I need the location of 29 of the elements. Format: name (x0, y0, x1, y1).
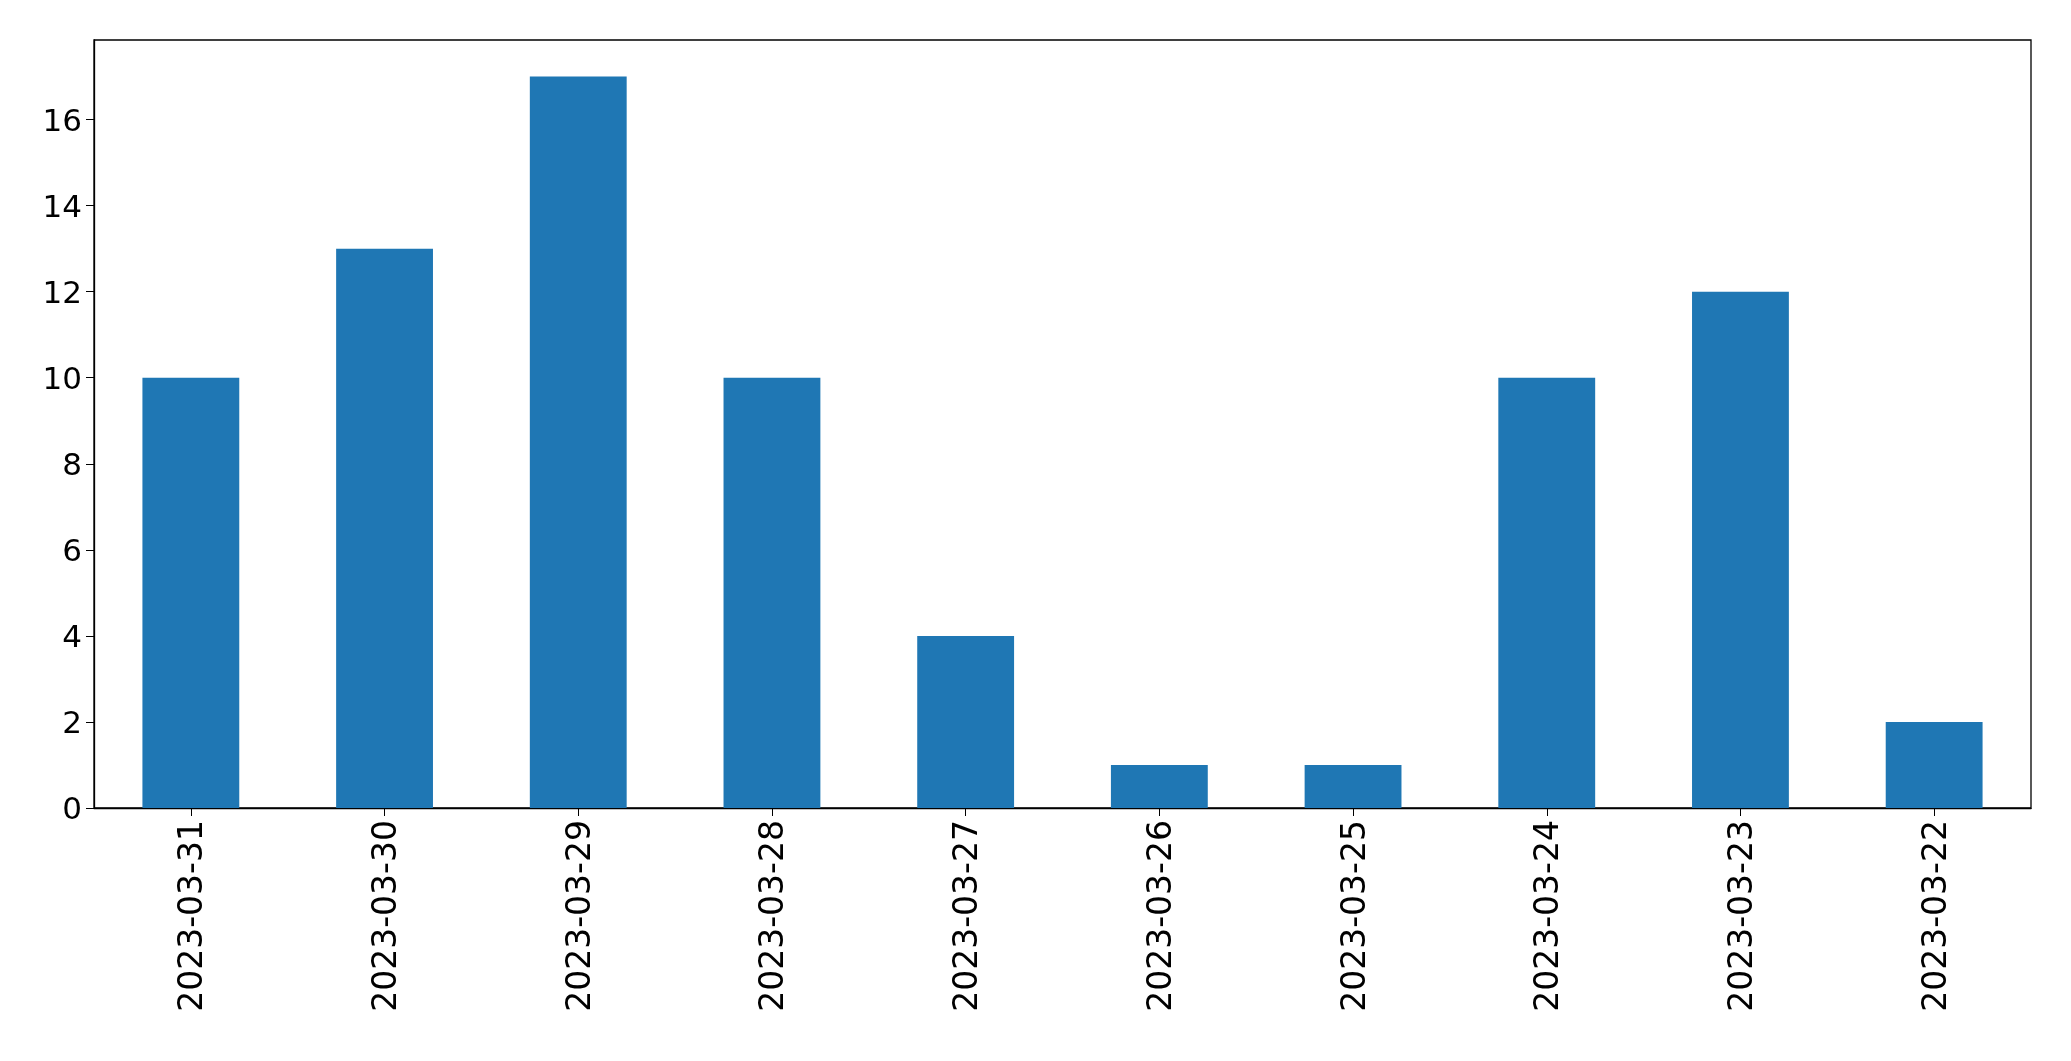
y-tick-label: 14 (42, 187, 82, 224)
bar (1304, 764, 1402, 808)
bar (1498, 377, 1596, 808)
y-tick-label: 4 (62, 617, 82, 654)
y-tick-label: 0 (62, 790, 82, 826)
y-tick-label: 6 (62, 531, 82, 568)
y-tick-label: 2 (62, 703, 82, 740)
y-tick-label: 8 (62, 445, 82, 482)
bar (917, 635, 1015, 808)
bar (1110, 764, 1208, 808)
x-tick-label: 2023-03-25 (1333, 820, 1373, 1012)
x-tick-label: 2023-03-23 (1720, 820, 1760, 1012)
x-tick-label: 2023-03-27 (946, 820, 986, 1012)
bar (336, 248, 433, 808)
x-tick-label: 2023-03-26 (1139, 820, 1179, 1012)
bar (529, 76, 627, 808)
y-tick-label: 10 (42, 359, 82, 396)
y-tick-label: 16 (42, 101, 82, 138)
bar (1692, 291, 1789, 808)
y-tick-label: 12 (42, 273, 82, 310)
bar (142, 377, 240, 808)
x-tick-label: 2023-03-29 (558, 820, 598, 1012)
bar (723, 377, 821, 808)
x-tick-label: 2023-03-24 (1527, 820, 1567, 1012)
x-tick-label: 2023-03-28 (752, 820, 792, 1012)
x-tick-label: 2023-03-31 (171, 820, 211, 1012)
x-tick-label: 2023-03-22 (1914, 820, 1954, 1012)
bar (1885, 721, 1983, 808)
x-tick-label: 2023-03-30 (365, 820, 405, 1012)
